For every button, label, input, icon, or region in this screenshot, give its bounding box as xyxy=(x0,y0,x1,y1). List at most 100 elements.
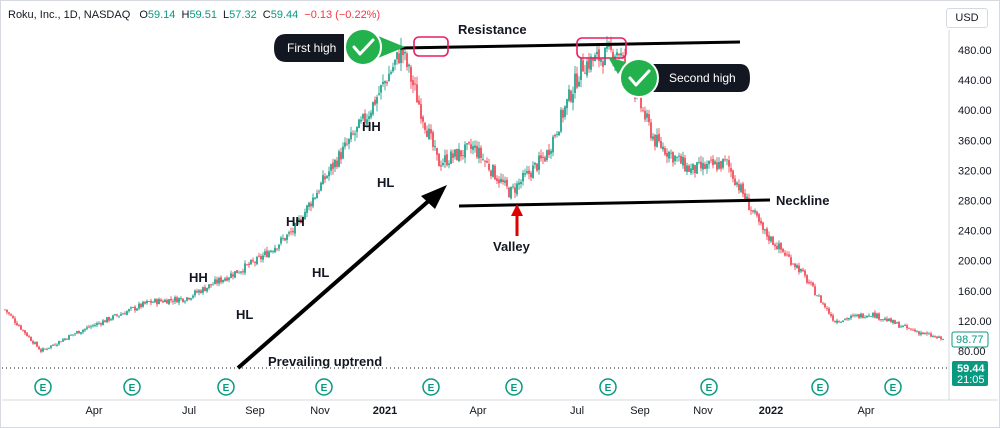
candle-body xyxy=(332,162,334,169)
candle-body xyxy=(52,345,54,346)
low-value: 57.32 xyxy=(229,9,257,21)
earnings-marker[interactable]: E xyxy=(884,378,902,396)
earnings-icon[interactable] xyxy=(811,378,829,396)
candle-body xyxy=(710,159,712,161)
price-scale[interactable]: 80.00 120.00 160.00 200.00 240.00 280.00 320.0… xyxy=(958,45,992,358)
candle-body xyxy=(268,251,270,258)
candle-body xyxy=(704,164,706,169)
resistance-line xyxy=(399,40,741,50)
candle-body xyxy=(236,270,238,274)
candle-body xyxy=(450,151,452,164)
candle-body xyxy=(322,175,324,185)
candle-body xyxy=(644,110,646,120)
candle-body xyxy=(394,59,396,65)
candle-body xyxy=(872,312,874,317)
time-tick-label: 2021 xyxy=(373,405,397,417)
time-tick-label: Apr xyxy=(469,405,486,417)
candle-body xyxy=(564,106,566,117)
earnings-marker[interactable]: E xyxy=(505,378,523,396)
time-scale[interactable]: Apr Jul Sep Nov 2021 Apr Jul Sep Nov 2022 Apr xyxy=(85,405,874,417)
earnings-letter: E xyxy=(511,383,518,394)
candle-body xyxy=(578,81,580,87)
second-high-pointer xyxy=(608,57,626,74)
candle-body xyxy=(234,271,236,278)
candle-body xyxy=(290,231,292,233)
legend-header[interactable]: Roku, Inc., 1D, NASDAQ O59.14 H59.51 L57… xyxy=(8,9,380,21)
candle-body xyxy=(378,93,380,95)
hl-label: HL xyxy=(236,307,253,322)
candle-body xyxy=(438,153,440,167)
candle-body xyxy=(252,260,254,262)
earnings-icon[interactable] xyxy=(884,378,902,396)
candle-body xyxy=(494,165,496,180)
candle-body xyxy=(62,339,64,342)
candle-body xyxy=(570,90,572,102)
earnings-marker[interactable]: E xyxy=(599,378,617,396)
candle-body xyxy=(118,315,120,317)
candle-body xyxy=(276,248,278,250)
candle-body xyxy=(762,222,764,230)
earnings-icon[interactable] xyxy=(700,378,718,396)
earnings-icon[interactable] xyxy=(34,378,52,396)
candle-body xyxy=(670,152,672,154)
candle-body xyxy=(464,144,466,158)
currency-button[interactable]: USD xyxy=(946,8,988,28)
candle-body xyxy=(692,163,694,170)
candle-body xyxy=(454,149,456,157)
candle-body xyxy=(860,313,862,318)
prevailing-uptrend-label: Prevailing uptrend xyxy=(268,354,382,369)
candle-body xyxy=(224,278,226,281)
earnings-icon[interactable] xyxy=(422,378,440,396)
candle-body xyxy=(522,173,524,182)
time-tick-label: Apr xyxy=(85,405,102,417)
earnings-marker[interactable]: E xyxy=(34,378,52,396)
price-tick-label: 400.00 xyxy=(958,105,992,117)
earnings-icon[interactable] xyxy=(217,378,235,396)
candle-body xyxy=(446,154,448,166)
candle-body xyxy=(480,147,482,158)
candle-body xyxy=(372,101,374,115)
candle-body xyxy=(436,147,438,155)
earnings-marker[interactable]: E xyxy=(811,378,829,396)
candle-body xyxy=(36,341,38,347)
candle-body xyxy=(162,301,164,303)
candle-body xyxy=(364,113,366,123)
candle-body xyxy=(856,314,858,316)
time-tick-label: Sep xyxy=(245,405,265,417)
candle-body xyxy=(342,146,344,159)
hh-label: HH xyxy=(189,270,208,285)
earnings-icon[interactable] xyxy=(123,378,141,396)
candle-body xyxy=(200,290,202,293)
candle-body xyxy=(910,328,912,330)
candle-body xyxy=(44,348,46,350)
candle-body xyxy=(616,52,618,56)
earnings-icon[interactable] xyxy=(505,378,523,396)
earnings-icon[interactable] xyxy=(315,378,333,396)
earnings-marker[interactable]: E xyxy=(422,378,440,396)
candle-body xyxy=(428,128,430,139)
symbol-label[interactable]: Roku, Inc., 1D, NASDAQ xyxy=(8,9,131,21)
candle-body xyxy=(572,94,574,103)
candle-body xyxy=(668,151,670,159)
candle-body xyxy=(850,315,852,319)
candle-body xyxy=(142,301,144,307)
candle-body xyxy=(620,53,622,56)
candle-body xyxy=(600,58,602,62)
candle-body xyxy=(186,297,188,301)
candle-body xyxy=(140,303,142,307)
candle-body xyxy=(664,148,666,155)
candle-body xyxy=(308,202,310,207)
candle-body xyxy=(506,179,508,187)
candle-body xyxy=(604,47,606,66)
candle-body xyxy=(780,242,782,250)
earnings-marker[interactable]: E xyxy=(123,378,141,396)
earnings-marker[interactable]: E xyxy=(700,378,718,396)
candle-body xyxy=(346,143,348,145)
time-tick-label: Sep xyxy=(630,405,650,417)
earnings-marker[interactable]: E xyxy=(315,378,333,396)
candle-body xyxy=(828,308,830,314)
earnings-icon[interactable] xyxy=(599,378,617,396)
earnings-marker[interactable]: E xyxy=(217,378,235,396)
